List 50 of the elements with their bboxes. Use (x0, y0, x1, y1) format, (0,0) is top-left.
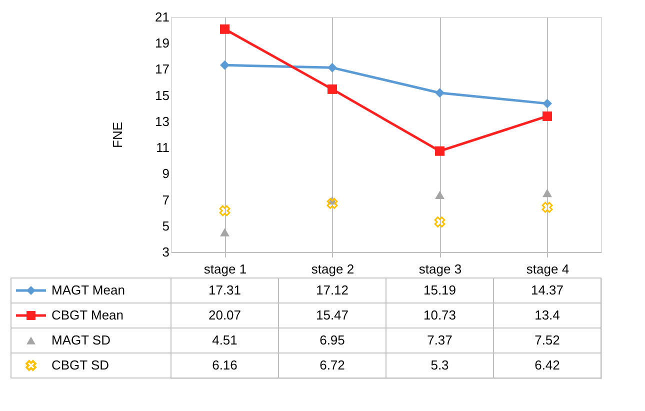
legend-label: MAGT Mean (52, 282, 125, 298)
data-label: 20.07 (208, 308, 242, 322)
legend-label: CBGT SD (52, 358, 110, 372)
point (435, 190, 444, 200)
data-label: 17.31 (208, 282, 242, 298)
y-tick-label: 5 (162, 218, 170, 234)
legend-label: CBGT Mean (52, 308, 124, 322)
data-label: 6.95 (320, 332, 345, 348)
point (220, 24, 230, 34)
point (435, 146, 444, 156)
y-tick-label: 9 (162, 166, 170, 182)
y-tick-label: 19 (155, 36, 170, 51)
data-label: 17.12 (316, 282, 349, 298)
y-tick-label: 21 (155, 10, 170, 24)
y-axis-title: FNE (110, 122, 126, 148)
y-tick-label: 7 (162, 192, 170, 208)
point (542, 202, 553, 213)
data-label: 10.73 (423, 308, 456, 322)
y-tick-label: 11 (156, 140, 170, 156)
data-label: 13.4 (534, 308, 560, 322)
point (220, 60, 230, 70)
legend-label: MAGT SD (52, 332, 110, 348)
point (220, 228, 230, 236)
point (328, 84, 337, 94)
data-label: 4.51 (212, 332, 238, 348)
data-label: 6.42 (534, 358, 560, 372)
x-tick-label: stage 1 (204, 262, 247, 276)
x-tick-label: stage 3 (418, 262, 462, 276)
data-label: 7.52 (534, 332, 560, 348)
point (326, 198, 338, 209)
y-tick-label: 15 (155, 88, 170, 103)
data-label: 6.16 (212, 358, 238, 372)
data-label: 15.47 (316, 308, 349, 322)
point (542, 98, 552, 108)
point (328, 62, 337, 72)
x-tick-label: stage 4 (526, 262, 570, 276)
point (219, 205, 230, 216)
x-tick-label: stage 2 (311, 262, 354, 276)
y-tick-label: 13 (155, 114, 170, 129)
point (435, 88, 444, 98)
y-tick-label: 17 (155, 62, 170, 77)
data-label: 14.37 (530, 282, 564, 298)
data-label: 15.19 (423, 282, 456, 298)
data-label: 6.72 (320, 358, 345, 372)
y-tick-label: 3 (162, 244, 170, 260)
point (542, 188, 552, 198)
data-label: 5.3 (430, 358, 449, 372)
point (542, 111, 552, 121)
data-label: 7.37 (427, 332, 452, 348)
point (434, 216, 446, 228)
